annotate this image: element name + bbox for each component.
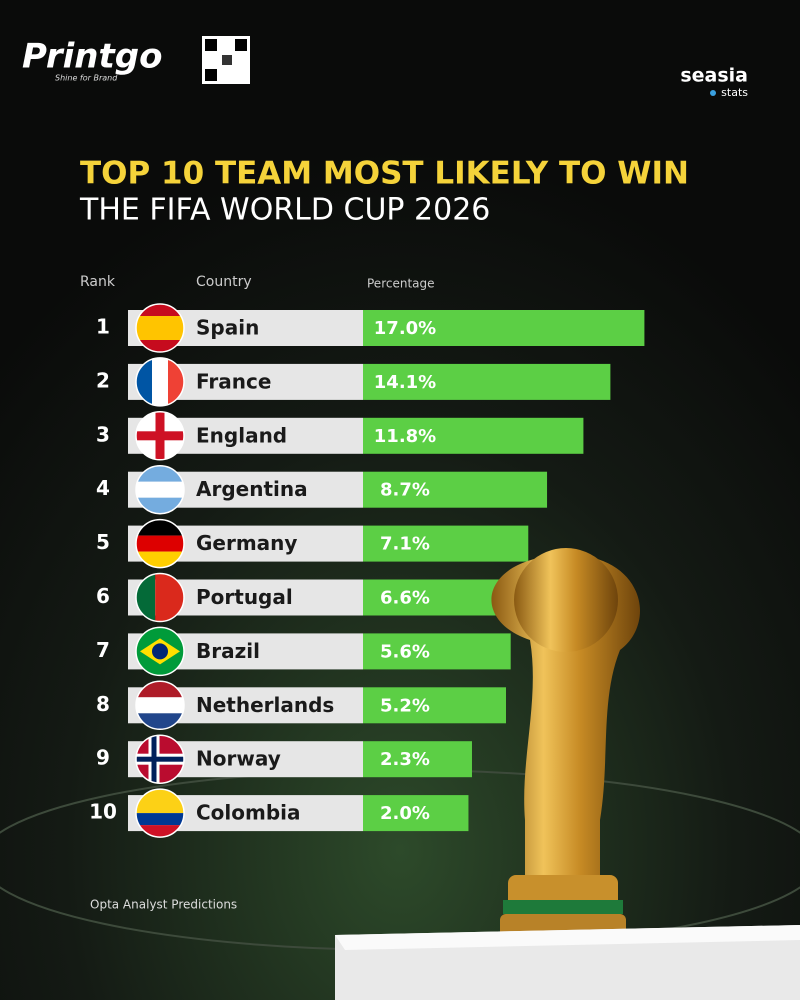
rank: 8 [96,692,110,716]
rank: 10 [89,800,117,824]
bar [363,741,472,778]
country: Germany [196,531,297,555]
flag-stripe [136,697,184,714]
flag-cross [151,735,157,784]
flag-rim [135,464,185,515]
rank-header: Rank [80,274,116,290]
flag-rim [135,734,185,784]
brand-sub: stats [721,86,748,99]
qr-code [202,36,250,84]
flag-rim [135,303,185,353]
flag-stripe [136,316,184,340]
rows: 1 Spain 17.0% 2 France 14.1% 3 England 11.8% 4 Arg… [89,303,645,838]
flag-stripe [136,813,184,826]
flag-stripe [152,357,168,406]
value-label: 2.3% [380,749,430,770]
value-label: 6.6% [380,588,430,609]
bar [363,363,611,400]
source: Opta Analyst Predictions [90,898,237,912]
value-label: 5.2% [380,695,430,716]
rank: 2 [96,368,110,392]
flag-stripe [136,535,184,552]
bar [363,687,506,724]
rank: 9 [96,746,110,770]
bar [363,310,645,346]
flag-stripe [136,573,156,622]
subtitle: THE FIFA WORLD CUP 2026 [79,193,490,228]
country: Brazil [196,639,260,663]
value-label: 2.0% [380,803,430,824]
rank: 1 [96,315,110,339]
bar [363,795,469,832]
value-label: 17.0% [374,318,436,339]
country: Portugal [196,585,293,609]
country: Netherlands [196,693,334,717]
value-label: 11.8% [374,426,436,447]
brand-dot [710,90,716,96]
flag [136,627,184,676]
country: Norway [196,747,281,771]
value-label: 14.1% [374,372,436,393]
country-header: Country [196,274,252,290]
bar [363,525,529,562]
bar [363,417,584,454]
rank: 4 [96,476,110,500]
logo-tagline: Shine for Brand [55,74,118,83]
flag-cross [155,411,165,460]
brand: seasia [680,65,748,87]
country: England [196,423,287,447]
flag-rim [135,357,185,407]
rank: 7 [96,638,110,662]
country: Argentina [196,477,308,501]
country: France [196,369,271,393]
flag-rim [135,411,185,461]
value-header: Percentage [367,277,435,291]
flag-rim [135,572,185,623]
bar [363,471,548,508]
flag-rim [135,680,185,731]
rank: 3 [96,422,110,446]
flag-rim [135,518,185,569]
flag-cross [136,756,184,762]
flag-stripe [136,481,184,498]
flag-rim [135,788,185,838]
flag [136,411,184,460]
flag-rim [135,626,185,677]
value-label: 8.7% [380,480,430,501]
rank: 6 [96,584,110,608]
title: TOP 10 TEAM MOST LIKELY TO WIN [80,156,689,192]
logo: Printgo [22,37,162,77]
bar [363,633,511,670]
value-label: 7.1% [380,534,430,555]
trophy [335,548,800,1000]
rank: 5 [96,530,110,554]
country: Colombia [196,801,301,825]
value-label: 5.6% [380,641,430,662]
country: Spain [196,316,259,340]
flag-globe [152,643,168,660]
flag [136,735,184,784]
